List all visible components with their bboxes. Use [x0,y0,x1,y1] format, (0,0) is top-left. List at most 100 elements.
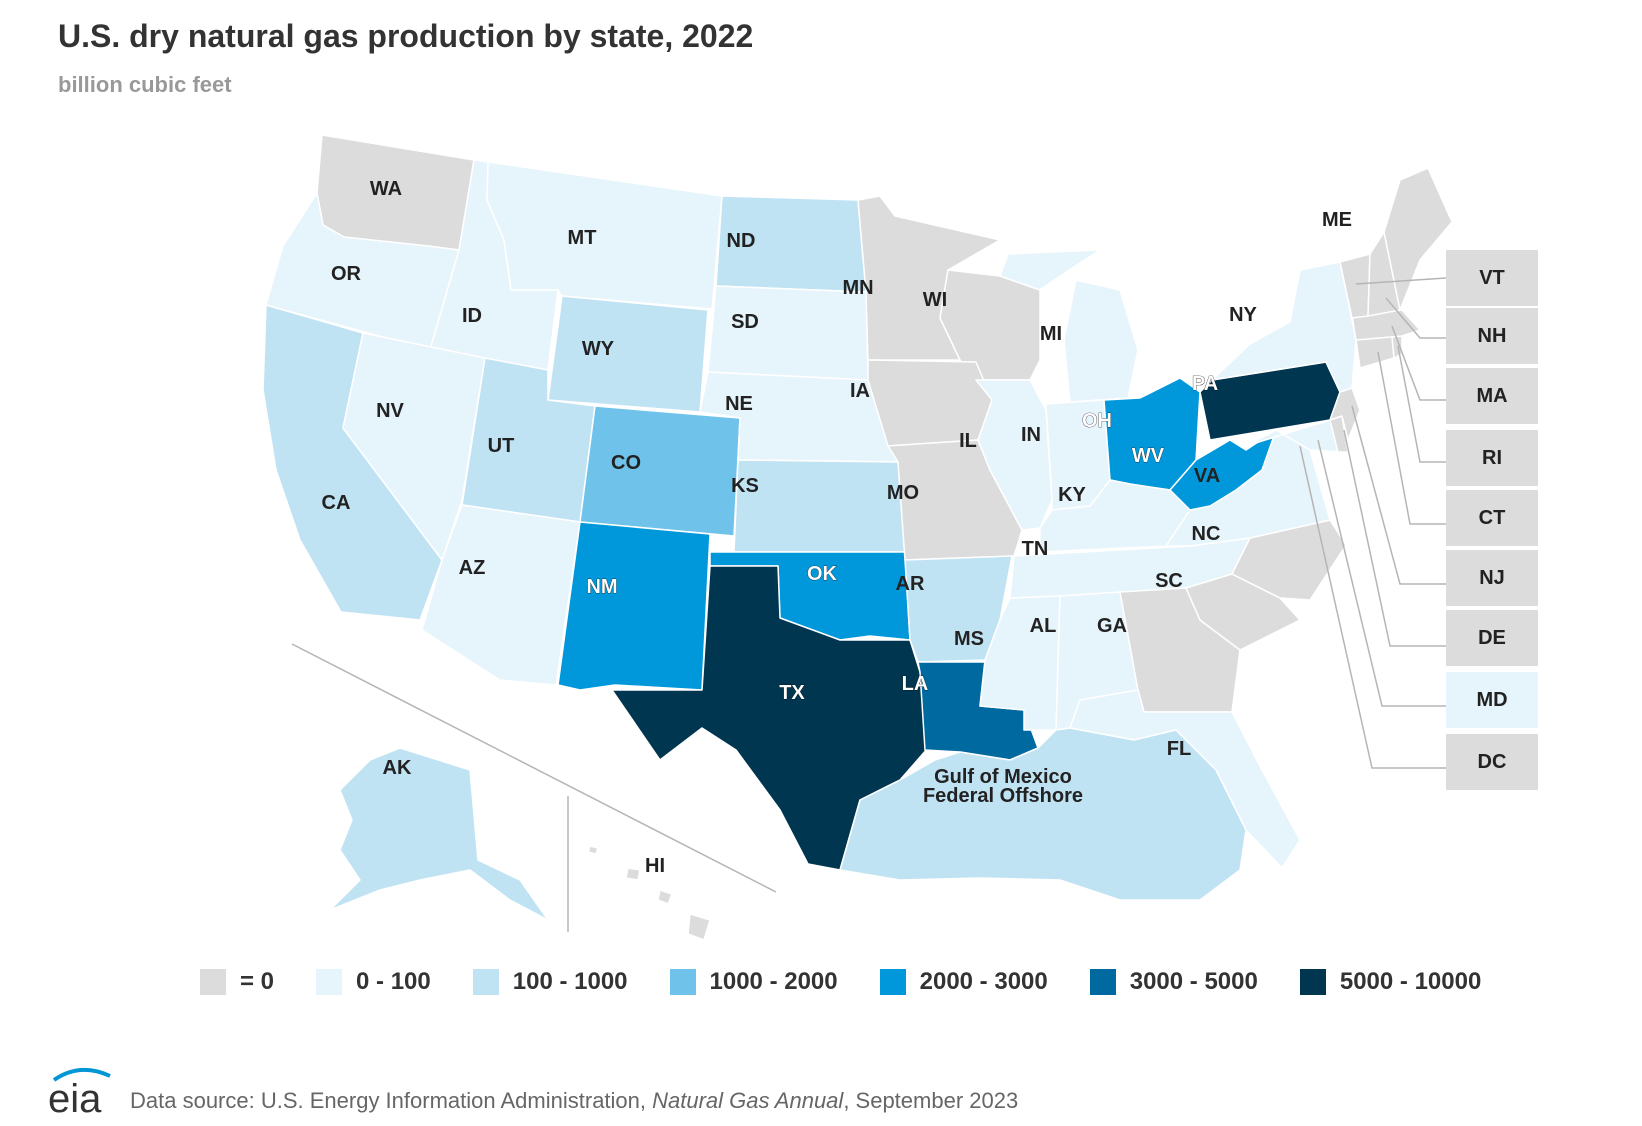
state-label-NM: NM [586,576,617,598]
state-label-UT: UT [488,435,515,457]
state-label-GA: GA [1097,615,1127,637]
state-KS[interactable] [733,459,906,553]
state-label-WI: WI [923,289,947,311]
state-label-NE: NE [725,393,753,415]
state-label-MI: MI [1040,323,1062,345]
state-IL[interactable] [975,379,1053,531]
state-label-OK: OK [807,563,838,585]
legend-label: 1000 - 2000 [709,968,838,995]
state-AK[interactable] [329,747,549,921]
leader-VT [1355,277,1447,285]
state-label-MT: MT [568,227,597,249]
leader-NH [1385,297,1446,339]
state-label-NV: NV [376,400,404,422]
state-label-KY: KY [1058,484,1086,506]
legend-item-1000-2000: 1000 - 2000 [669,968,838,996]
leader-MD [1317,439,1446,707]
state-label-ID: ID [462,305,482,327]
small-state-box-CT[interactable]: CT [1446,490,1538,546]
leader-NJ [1351,405,1446,585]
legend-item-5000-10000: 5000 - 10000 [1299,968,1481,996]
state-label-FL: FL [1167,738,1191,760]
small-state-box-VT[interactable]: VT [1446,250,1538,306]
state-label-AR: AR [896,573,925,595]
state-label-IA: IA [850,380,870,402]
divider-line-ak [291,643,777,893]
leader-DE [1343,429,1446,647]
legend-item-100-1000: 100 - 1000 [472,968,628,996]
leader-MA [1391,325,1446,401]
state-MT[interactable] [486,161,723,310]
state-KY[interactable] [1039,479,1191,553]
map-title: U.S. dry natural gas production by state… [58,18,754,54]
state-label-MO: MO [887,482,919,504]
state-label-PA: PA [1192,373,1218,395]
small-state-box-NH[interactable]: NH [1446,308,1538,364]
source-prefix: Data source: U.S. Energy Information Adm… [130,1088,653,1113]
state-label-SC: SC [1155,570,1183,592]
legend-label: 0 - 100 [356,968,431,995]
legend-swatch [1089,969,1116,995]
eia-logo-icon: eia [48,1068,111,1116]
state-label-VA: VA [1194,465,1220,487]
state-MD[interactable] [1245,419,1339,453]
state-label-AK: AK [383,757,412,779]
state-NV[interactable] [342,332,486,561]
legend-item-zero: = 0 [200,968,274,996]
legend-label: = 0 [240,968,275,995]
state-ME[interactable] [1383,167,1453,311]
state-label-ME: ME [1322,209,1352,231]
state-label-WA: WA [370,178,402,200]
legend-swatch [200,969,226,995]
state-label-CO: CO [611,452,641,474]
state-label-WY: WY [582,338,615,360]
small-state-box-RI[interactable]: RI [1446,430,1538,486]
state-label-CA: CA [322,492,351,514]
logo-text: eia [48,1077,102,1116]
legend-label: 2000 - 3000 [919,968,1048,995]
state-HI[interactable] [587,845,711,941]
state-label-MS: MS [954,628,984,650]
small-state-box-NJ[interactable]: NJ [1446,550,1538,606]
state-label-MN: MN [842,277,873,299]
state-WV[interactable] [1169,429,1277,511]
legend-swatch [472,969,499,995]
state-label-TX: TX [779,682,805,704]
state-NJ[interactable] [1329,387,1361,441]
legend-swatch [1299,969,1326,995]
state-CO[interactable] [579,405,741,537]
leader-DC [1299,445,1446,769]
small-state-box-DE[interactable]: DE [1446,610,1538,666]
gulf-of-mexico-offshore[interactable] [839,727,1247,901]
state-label-SD: SD [731,311,759,333]
state-label-WV: WV [1132,445,1165,467]
state-NM[interactable] [557,521,711,691]
source-publication: Natural Gas Annual [652,1088,844,1113]
state-SD[interactable] [707,285,869,381]
legend: = 0 0 - 100 100 - 1000 1000 - 2000 2000 … [200,968,1481,996]
state-label-IN: IN [1021,424,1041,446]
legend-item-2000-3000: 2000 - 3000 [879,968,1048,996]
legend-swatch [316,969,343,995]
state-label-HI: HI [645,855,665,877]
state-label-NC: NC [1192,523,1221,545]
map-subtitle: billion cubic feet [58,72,232,97]
gulf-label: Gulf of Mexico [934,766,1072,788]
legend-swatch [669,969,696,995]
state-label-LA: LA [902,673,929,695]
small-state-box-MA[interactable]: MA [1446,368,1538,424]
state-label-AZ: AZ [459,557,486,579]
small-state-box-DC[interactable]: DC [1446,734,1538,790]
leader-CT [1377,351,1446,525]
state-label-KS: KS [731,475,759,497]
state-label-ND: ND [727,230,756,252]
legend-swatch [879,969,906,995]
state-label-TN: TN [1022,538,1049,560]
state-WY[interactable] [547,295,709,413]
legend-item-0-100: 0 - 100 [316,968,431,996]
state-label-NY: NY [1229,304,1257,326]
small-state-box-MD[interactable]: MD [1446,672,1538,728]
state-CT[interactable] [1355,335,1395,369]
state-label-AL: AL [1030,615,1057,637]
